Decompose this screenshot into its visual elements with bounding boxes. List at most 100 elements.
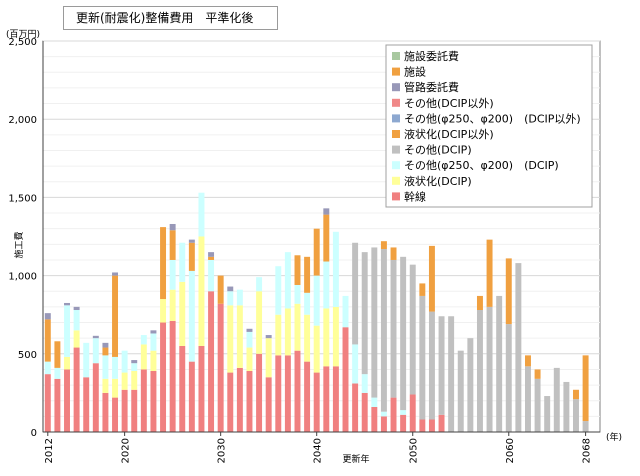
bar-segment: [284, 252, 291, 309]
bar-segment: [208, 259, 215, 292]
bar-segment: [582, 421, 589, 432]
bar-segment: [275, 355, 282, 432]
bar-segment: [304, 361, 311, 432]
bar-segment: [284, 355, 291, 432]
bar-segment: [361, 374, 368, 393]
bar-segment: [246, 371, 253, 432]
legend-swatch: [392, 145, 400, 154]
bar-segment: [573, 399, 579, 432]
bar-segment: [150, 371, 157, 432]
bar-segment: [573, 389, 579, 400]
bar-segment: [380, 249, 387, 412]
bar-segment: [457, 350, 464, 432]
legend-swatch: [392, 83, 400, 92]
bar-segment: [102, 347, 109, 356]
bar-segment: [390, 397, 397, 432]
bar-segment: [515, 263, 522, 432]
bar-segment: [140, 335, 147, 345]
legend-swatch: [392, 114, 400, 123]
bar-segment: [352, 242, 359, 345]
legend-label: 液状化(DCIP): [404, 174, 472, 188]
bar-segment: [179, 242, 186, 282]
bar-segment: [256, 353, 263, 432]
bar-segment: [313, 275, 320, 326]
x-tick-label: 2068: [582, 438, 593, 463]
x-tick-label: 2030: [217, 438, 228, 463]
bar-segment: [294, 255, 301, 285]
bar-segment: [44, 313, 51, 320]
bar-segment: [448, 316, 455, 432]
bar-segment: [371, 247, 378, 398]
x-tick-label: 2012: [44, 438, 55, 463]
bar-segment: [131, 363, 138, 372]
bar-segment: [304, 256, 311, 293]
bar-segment: [112, 397, 119, 432]
bar-segment: [64, 356, 70, 370]
legend-swatch: [392, 176, 400, 185]
bar-segment: [188, 242, 195, 271]
bar-segment: [524, 366, 531, 432]
bar-segment: [169, 289, 176, 321]
bar-segment: [332, 231, 339, 307]
x-tick-label: 2040: [313, 438, 324, 463]
bar-segment: [582, 355, 589, 422]
chart-title: 更新(耐震化)整備費用 平準化後: [63, 6, 278, 30]
bar-segment: [92, 338, 99, 364]
bar-segment: [83, 377, 90, 432]
bar-segment: [256, 277, 263, 292]
bar-segment: [169, 230, 176, 260]
bar-segment: [505, 258, 512, 325]
bar-segment: [121, 389, 128, 432]
bar-segment: [208, 256, 215, 260]
bar-segment: [102, 342, 109, 348]
bar-segment: [121, 372, 128, 390]
bar-segment: [112, 356, 119, 379]
bar-segment: [265, 338, 272, 378]
bar-segment: [323, 366, 330, 432]
y-unit: (百万円): [6, 29, 40, 40]
bar-segment: [73, 310, 80, 331]
bar-segment: [188, 361, 195, 432]
bar-segment: [534, 378, 541, 432]
y-axis-label: 施工費: [13, 231, 25, 258]
bar-segment: [304, 314, 311, 362]
x-tick-label: 2020: [121, 438, 132, 463]
bar-segment: [64, 305, 70, 357]
bar-segment: [323, 308, 330, 367]
bar-segment: [371, 397, 378, 407]
bar-segment: [217, 303, 224, 432]
bar-segment: [188, 239, 195, 243]
bar-segment: [534, 369, 541, 379]
bar-segment: [438, 316, 445, 415]
bar-segment: [352, 383, 359, 432]
bar-segment: [467, 338, 474, 432]
bar-segment: [169, 223, 176, 231]
bar-segment: [304, 292, 311, 315]
bar-segment: [275, 266, 282, 315]
bar-segment: [112, 378, 119, 398]
bar-segment: [150, 333, 157, 351]
bar-segment: [227, 286, 234, 292]
x-tick-label: 2060: [505, 438, 516, 463]
bar-segment: [102, 392, 109, 432]
legend-swatch: [392, 67, 400, 76]
legend-swatch: [392, 52, 400, 60]
bar-segment: [208, 291, 215, 432]
legend-swatch: [392, 98, 400, 107]
bar-segment: [380, 241, 387, 250]
bar-segment: [198, 192, 205, 237]
bar-segment: [246, 347, 253, 372]
bar-segment: [352, 344, 359, 384]
bar-segment: [102, 378, 109, 393]
bar-segment: [323, 214, 330, 262]
bar-segment: [92, 363, 99, 432]
bar-segment: [476, 295, 483, 311]
bar-segment: [112, 272, 119, 276]
bar-segment: [476, 310, 483, 432]
bar-segment: [44, 319, 51, 362]
bar-segment: [371, 406, 378, 432]
y-tick-label: 500: [18, 350, 37, 361]
bar-segment: [323, 208, 330, 215]
bar-segment: [246, 331, 253, 348]
